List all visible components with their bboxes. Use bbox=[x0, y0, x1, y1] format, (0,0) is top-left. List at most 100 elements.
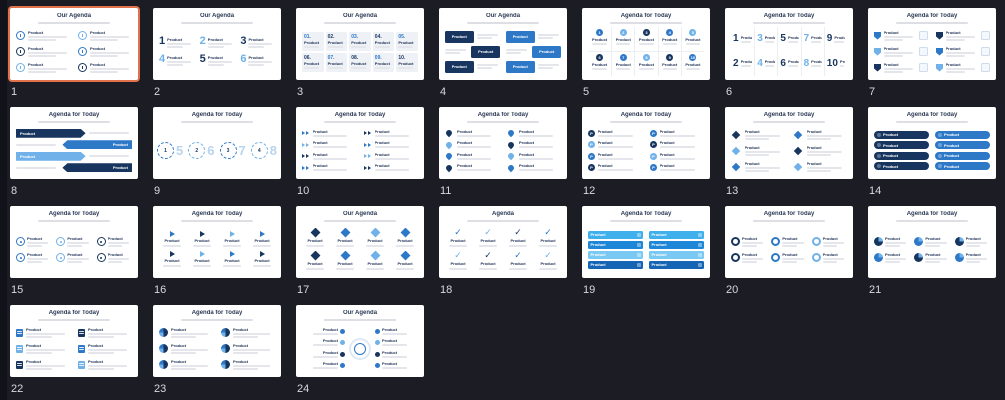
arrow-icon bbox=[169, 251, 175, 257]
slide-thumbnail[interactable]: Agenda for Today1Product3Product5Product… bbox=[725, 8, 853, 80]
slide-subtitle bbox=[181, 121, 253, 123]
slide-subtitle bbox=[324, 319, 396, 321]
item-label: Product bbox=[88, 326, 104, 332]
slide-thumbnail[interactable]: Agenda for Today Product Product Product Pro… bbox=[10, 305, 138, 377]
row-badge bbox=[697, 252, 702, 257]
item-text: Product bbox=[742, 236, 766, 248]
diamond-icon bbox=[370, 251, 380, 261]
item-text: Product bbox=[90, 46, 132, 58]
item-label: Product bbox=[540, 261, 556, 266]
agenda-item: Product bbox=[811, 236, 847, 248]
arrow-icon bbox=[169, 231, 175, 237]
chevron bbox=[306, 154, 309, 159]
slide-cell: Agenda for Today 1 Product 2 Product 3 Product… bbox=[582, 8, 710, 98]
slide-thumbnail[interactable]: Our Agenda Product Product Product Product Pr… bbox=[10, 8, 138, 80]
slide-thumbnail[interactable]: Agenda for Today Product Product Product Pro… bbox=[868, 8, 996, 80]
item-text: Product bbox=[382, 361, 418, 370]
agenda-item: Product bbox=[506, 129, 561, 138]
slide-thumbnail[interactable]: Agenda for Today Product Product Product Pro… bbox=[296, 107, 424, 179]
slide-thumbnail[interactable]: Agenda for Today Product Product Product Pro… bbox=[439, 107, 567, 179]
item-number: 05. bbox=[398, 33, 406, 40]
agenda-item: Product bbox=[219, 251, 245, 268]
item-label: Product bbox=[883, 61, 899, 67]
agenda-item: Product bbox=[302, 152, 356, 161]
slide-thumbnail[interactable]: Agenda for Today 1 Product 2 Product 3 Product… bbox=[582, 8, 710, 80]
slide-thumbnail[interactable]: Agenda for Today Product Product Product Pro… bbox=[10, 206, 138, 278]
slide-thumbnail[interactable]: Agenda for Today Product Product Product Pro… bbox=[582, 206, 710, 278]
item-label: Product bbox=[519, 163, 535, 169]
item-label: Product bbox=[597, 128, 613, 134]
slide-title: Agenda for Today bbox=[763, 211, 815, 217]
item-label: Product bbox=[742, 251, 758, 257]
text-line bbox=[28, 38, 56, 41]
text-line bbox=[88, 132, 129, 135]
pie-circle-icon bbox=[874, 237, 883, 246]
row-badge bbox=[636, 262, 641, 267]
slide-thumbnail[interactable]: Our Agenda 01. Product 02. Product 03. Product… bbox=[296, 8, 424, 80]
slide-body: ✓ Product ✓ Product ✓ Product ✓ Product ✓ Product… bbox=[445, 225, 561, 274]
arrow-icon bbox=[259, 231, 265, 237]
text-line bbox=[222, 265, 242, 267]
item-label: Product bbox=[590, 232, 606, 237]
item-label: Product bbox=[519, 151, 535, 157]
check-icon: ✓ bbox=[544, 228, 552, 237]
agenda-item: ✓ Product bbox=[535, 228, 561, 248]
item-number: 1 bbox=[733, 33, 739, 45]
agenda-item: P Product bbox=[650, 152, 704, 161]
arrow-icon bbox=[259, 251, 265, 257]
text-line bbox=[965, 244, 981, 247]
item-text: Product bbox=[597, 152, 643, 161]
text-line bbox=[945, 38, 966, 41]
item-text: Product bbox=[822, 236, 847, 248]
slide-subtitle bbox=[753, 220, 825, 222]
slide-thumbnail[interactable]: Agenda for Today Product Product Product Pro… bbox=[10, 107, 138, 179]
item-label: Product bbox=[307, 261, 323, 266]
item-label: Product bbox=[367, 238, 383, 243]
slide-thumbnail[interactable]: Agenda ✓ Product ✓ Product ✓ Product ✓ Product ✓ P… bbox=[439, 206, 567, 278]
pie-chart-icon bbox=[159, 328, 168, 337]
spoke-dot bbox=[340, 351, 345, 357]
text-line bbox=[107, 241, 130, 244]
slide-thumbnail[interactable]: Our Agenda Product Product Product Product Pr… bbox=[296, 305, 424, 377]
slide-thumbnail[interactable]: Agenda for Today Product Product Product Pro… bbox=[868, 107, 996, 179]
slide-number: 21 bbox=[869, 284, 882, 296]
slide-thumbnail[interactable]: Agenda for Today Product Product Product Pro… bbox=[725, 206, 853, 278]
clock-icon bbox=[78, 47, 87, 56]
item-label: Product bbox=[651, 252, 667, 257]
agenda-item: Product bbox=[302, 327, 345, 336]
number-dot: 7 bbox=[619, 54, 627, 61]
agenda-item: Product bbox=[302, 228, 328, 248]
row-badge bbox=[636, 232, 641, 237]
text-line bbox=[351, 66, 367, 69]
slide-cell: Our Agenda Product Product Product Product Pr… bbox=[439, 8, 567, 98]
slide-number: 14 bbox=[869, 185, 882, 197]
item-label: Product bbox=[107, 251, 123, 257]
slide-thumbnail[interactable]: Agenda for Today Product Product Product Pro… bbox=[153, 206, 281, 278]
slide-thumbnail[interactable]: Our Agenda 1 Product 2 Product 3 Product 4 Produ… bbox=[153, 8, 281, 80]
slide-number: 16 bbox=[154, 284, 167, 296]
slide-thumbnail[interactable]: Agenda for Today Product Product Product Pro… bbox=[153, 305, 281, 377]
item-text: Product bbox=[27, 252, 51, 264]
slide-thumbnail[interactable]: Our Agenda Product Product Product Product Pr… bbox=[439, 8, 567, 80]
slide-thumbnail[interactable]: Agenda for Today P Product P Product P Product… bbox=[582, 107, 710, 179]
product-pill: Product bbox=[874, 151, 929, 160]
text-line bbox=[233, 351, 259, 354]
product-box: Product bbox=[506, 60, 535, 73]
slide-thumbnail[interactable]: Our Agenda Product Product Product Product Pr… bbox=[296, 206, 424, 278]
slide-number: 22 bbox=[11, 383, 24, 395]
text-line bbox=[167, 46, 184, 48]
slide-thumbnail[interactable]: Agenda for Today Product Product Product Pro… bbox=[725, 107, 853, 179]
text-line bbox=[883, 54, 904, 57]
item-label: Product bbox=[597, 163, 613, 169]
item-label: Product bbox=[26, 326, 42, 332]
item-number: 6 bbox=[780, 57, 786, 69]
pin-icon bbox=[444, 129, 454, 138]
text-line bbox=[233, 335, 259, 338]
slide-thumbnail[interactable]: Agenda for Today 1 5 2 6 3 7 4 8 bbox=[153, 107, 281, 179]
pie-chart-icon bbox=[221, 360, 230, 369]
item-text: Product bbox=[806, 145, 848, 157]
slide-thumbnail[interactable]: Agenda for Today Product Product Product Pro… bbox=[868, 206, 996, 278]
